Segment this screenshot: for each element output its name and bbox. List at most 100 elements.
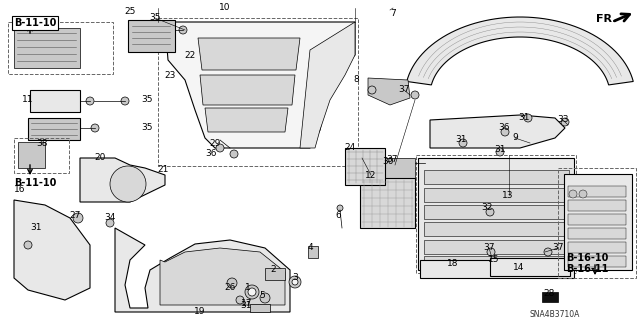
Text: 9: 9	[512, 133, 518, 143]
Circle shape	[260, 293, 270, 303]
Circle shape	[110, 166, 146, 202]
Bar	[424, 170, 569, 184]
Text: 37: 37	[483, 243, 495, 253]
Polygon shape	[128, 20, 175, 52]
Polygon shape	[430, 115, 565, 148]
Text: 37: 37	[398, 85, 410, 94]
Polygon shape	[420, 260, 574, 278]
Circle shape	[248, 288, 256, 296]
Bar	[424, 222, 569, 236]
Circle shape	[73, 213, 83, 223]
Polygon shape	[490, 258, 570, 276]
Bar	[424, 188, 569, 202]
Bar	[568, 228, 626, 239]
Polygon shape	[30, 90, 80, 112]
Polygon shape	[14, 28, 80, 68]
Circle shape	[496, 148, 504, 156]
Polygon shape	[200, 75, 295, 105]
Circle shape	[24, 241, 32, 249]
Text: 23: 23	[164, 70, 176, 79]
Text: 33: 33	[557, 115, 569, 124]
Text: 11: 11	[22, 95, 34, 105]
Circle shape	[292, 279, 298, 285]
Text: 31: 31	[455, 136, 467, 145]
Polygon shape	[360, 158, 415, 178]
Polygon shape	[160, 248, 285, 305]
Text: 31: 31	[240, 301, 252, 310]
Circle shape	[91, 124, 99, 132]
Text: 31: 31	[30, 224, 42, 233]
Text: 12: 12	[365, 170, 377, 180]
Circle shape	[179, 26, 187, 34]
Circle shape	[569, 190, 577, 198]
Bar	[568, 214, 626, 225]
Polygon shape	[250, 304, 270, 312]
Bar	[416, 155, 576, 273]
Bar	[568, 186, 626, 197]
Text: 24: 24	[344, 144, 356, 152]
Text: 1: 1	[245, 283, 251, 292]
Polygon shape	[14, 200, 90, 300]
Polygon shape	[300, 22, 355, 148]
Circle shape	[524, 114, 532, 122]
Polygon shape	[345, 148, 385, 185]
Bar	[568, 200, 626, 211]
Polygon shape	[407, 17, 633, 85]
Bar	[14, 138, 69, 173]
Polygon shape	[308, 246, 318, 258]
Circle shape	[245, 285, 259, 299]
Text: 18: 18	[447, 259, 459, 269]
Text: 7: 7	[390, 10, 396, 19]
Text: 34: 34	[104, 213, 116, 222]
Text: 2: 2	[270, 265, 276, 275]
Text: 15: 15	[488, 256, 500, 264]
Text: 16: 16	[14, 186, 26, 195]
Polygon shape	[542, 292, 558, 302]
Text: 31: 31	[494, 145, 506, 153]
Polygon shape	[205, 108, 288, 132]
Text: 27: 27	[69, 211, 81, 219]
Bar	[424, 240, 569, 254]
Text: 13: 13	[502, 190, 514, 199]
Text: 36: 36	[205, 149, 217, 158]
Bar	[568, 242, 626, 253]
Text: 32: 32	[481, 203, 493, 211]
Circle shape	[501, 128, 509, 136]
Text: B-11-10: B-11-10	[14, 18, 56, 28]
Text: 3: 3	[292, 272, 298, 281]
Text: 37: 37	[387, 155, 397, 165]
Text: 19: 19	[195, 308, 205, 316]
Text: 35: 35	[149, 13, 161, 23]
Circle shape	[544, 248, 552, 256]
Polygon shape	[198, 38, 300, 70]
Circle shape	[337, 205, 343, 211]
Polygon shape	[115, 228, 290, 312]
Circle shape	[459, 139, 467, 147]
Circle shape	[368, 86, 376, 94]
Text: 20: 20	[94, 153, 106, 162]
Text: 38: 38	[36, 138, 48, 147]
Circle shape	[227, 278, 237, 288]
Text: 10: 10	[220, 4, 231, 12]
Text: 6: 6	[335, 211, 341, 219]
Text: B-11-10: B-11-10	[14, 178, 56, 188]
Circle shape	[486, 208, 494, 216]
Text: FR.: FR.	[596, 14, 616, 24]
Polygon shape	[165, 22, 355, 148]
Text: B-16-10: B-16-10	[566, 253, 609, 263]
Polygon shape	[360, 178, 415, 228]
Polygon shape	[418, 158, 574, 270]
Text: 35: 35	[141, 123, 153, 132]
Circle shape	[411, 91, 419, 99]
Text: 5: 5	[259, 291, 265, 300]
Text: 29: 29	[209, 138, 221, 147]
Circle shape	[487, 248, 495, 256]
Text: 14: 14	[513, 263, 525, 271]
Polygon shape	[80, 158, 165, 202]
Circle shape	[106, 219, 114, 227]
Circle shape	[216, 144, 224, 152]
Text: 17: 17	[241, 299, 253, 308]
Text: B-16-11: B-16-11	[566, 264, 609, 274]
Polygon shape	[564, 174, 632, 270]
Circle shape	[561, 118, 569, 126]
